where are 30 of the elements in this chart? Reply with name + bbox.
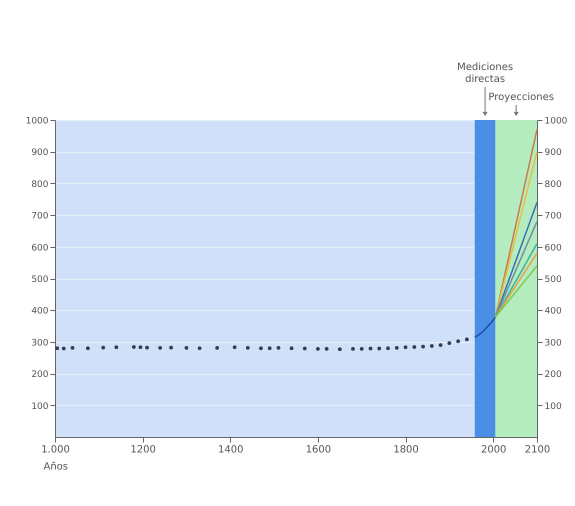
y2-tick-label: 600: [544, 243, 562, 254]
y2-tick-label: 900: [544, 148, 562, 158]
band-label: Mediciones directas: [457, 62, 514, 85]
y-tick-label: 700: [31, 212, 49, 222]
y2-tick-label: 700: [544, 212, 562, 222]
y-tick-label: 600: [31, 243, 49, 254]
y2-tick-label: 200: [544, 370, 562, 380]
y-tick-label: 200: [31, 370, 49, 380]
band-label: Proyecciones: [488, 92, 554, 103]
y2-tick-label: 300: [544, 338, 562, 348]
y-tick-label: 100: [31, 402, 49, 412]
y-tick-label: 800: [31, 180, 49, 190]
y2-tick-label: 100: [544, 402, 562, 412]
y-tick-label: 300: [31, 338, 49, 348]
y2-tick-label: 800: [544, 180, 562, 190]
y-tick-label: 1000: [26, 116, 49, 126]
x-tick-label: 2100: [524, 444, 550, 456]
y2-tick-label: 500: [544, 275, 562, 285]
x-tick-label: 1200: [130, 444, 156, 456]
x-tick-label: 2000: [480, 444, 506, 456]
x-tick-label: 1400: [218, 444, 244, 456]
x-tick-label: 1800: [393, 444, 419, 456]
y-tick-label: 900: [31, 148, 49, 158]
y-tick-label: 400: [31, 306, 49, 317]
x-tick-label: 1600: [306, 444, 332, 456]
y-tick-label: 500: [31, 275, 49, 285]
y2-tick-label: 1000: [544, 116, 568, 126]
y2-tick-label: 400: [544, 306, 562, 317]
x-axis-title: Años: [44, 462, 68, 472]
x-tick-label: 1.000: [41, 444, 70, 456]
